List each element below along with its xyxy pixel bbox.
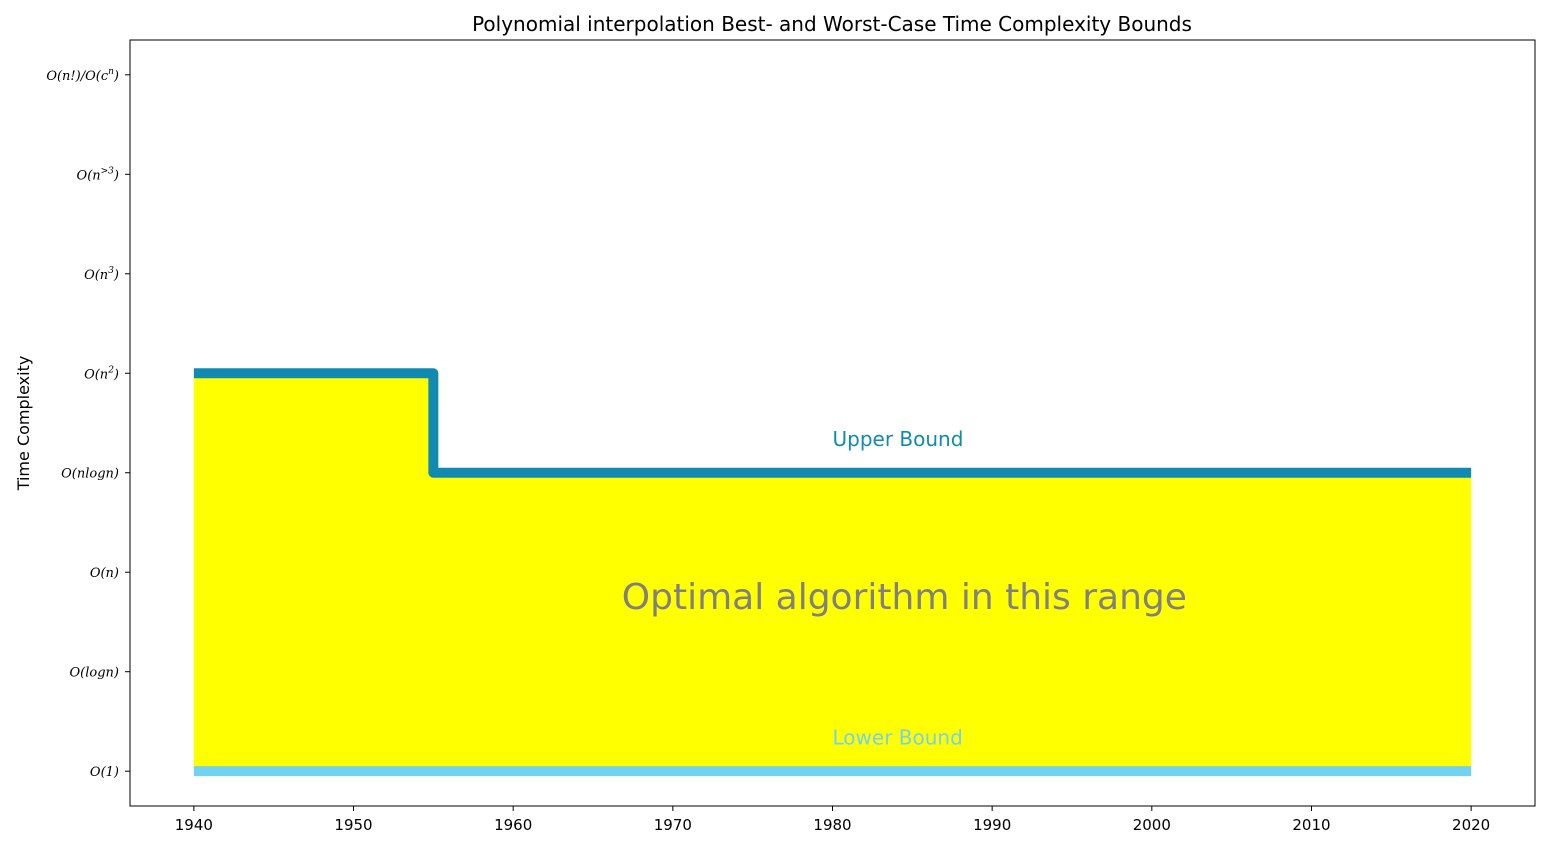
x-tick-label: 2020 [1452, 816, 1490, 834]
y-tick-label: O(n2) [84, 365, 119, 382]
x-tick-label: 1960 [494, 816, 532, 834]
x-tick-label: 2010 [1292, 816, 1330, 834]
upper-bound-line [193, 368, 1472, 478]
y-tick-label: O(nlogn) [61, 467, 119, 482]
y-axis-label: Time Complexity [14, 356, 33, 492]
y-tick-label: O(n>3) [77, 166, 119, 183]
lower-bound-annotation: Lower Bound [833, 725, 963, 749]
plot-area: Upper Bound Lower Bound Optimal algorithm … [46, 39, 1536, 834]
optimal-range-annotation: Optimal algorithm in this range [622, 577, 1187, 618]
x-tick-label: 1970 [654, 816, 692, 834]
upper-bound-annotation: Upper Bound [833, 427, 964, 451]
x-tick-label: 1990 [973, 816, 1011, 834]
y-tick-label: O(1) [90, 765, 119, 780]
x-tick-label: 1940 [175, 816, 213, 834]
y-tick-label: O(n!)/O(cn) [46, 67, 119, 84]
x-tick-label: 1980 [813, 816, 851, 834]
y-tick-label: O(n) [90, 566, 119, 581]
y-tick-label: O(n3) [84, 266, 119, 283]
x-tick-label: 2000 [1133, 816, 1171, 834]
y-tick-label: O(logn) [70, 666, 119, 681]
chart-title: Polynomial interpolation Best- and Worst… [472, 12, 1192, 36]
x-tick-label: 1950 [334, 816, 372, 834]
